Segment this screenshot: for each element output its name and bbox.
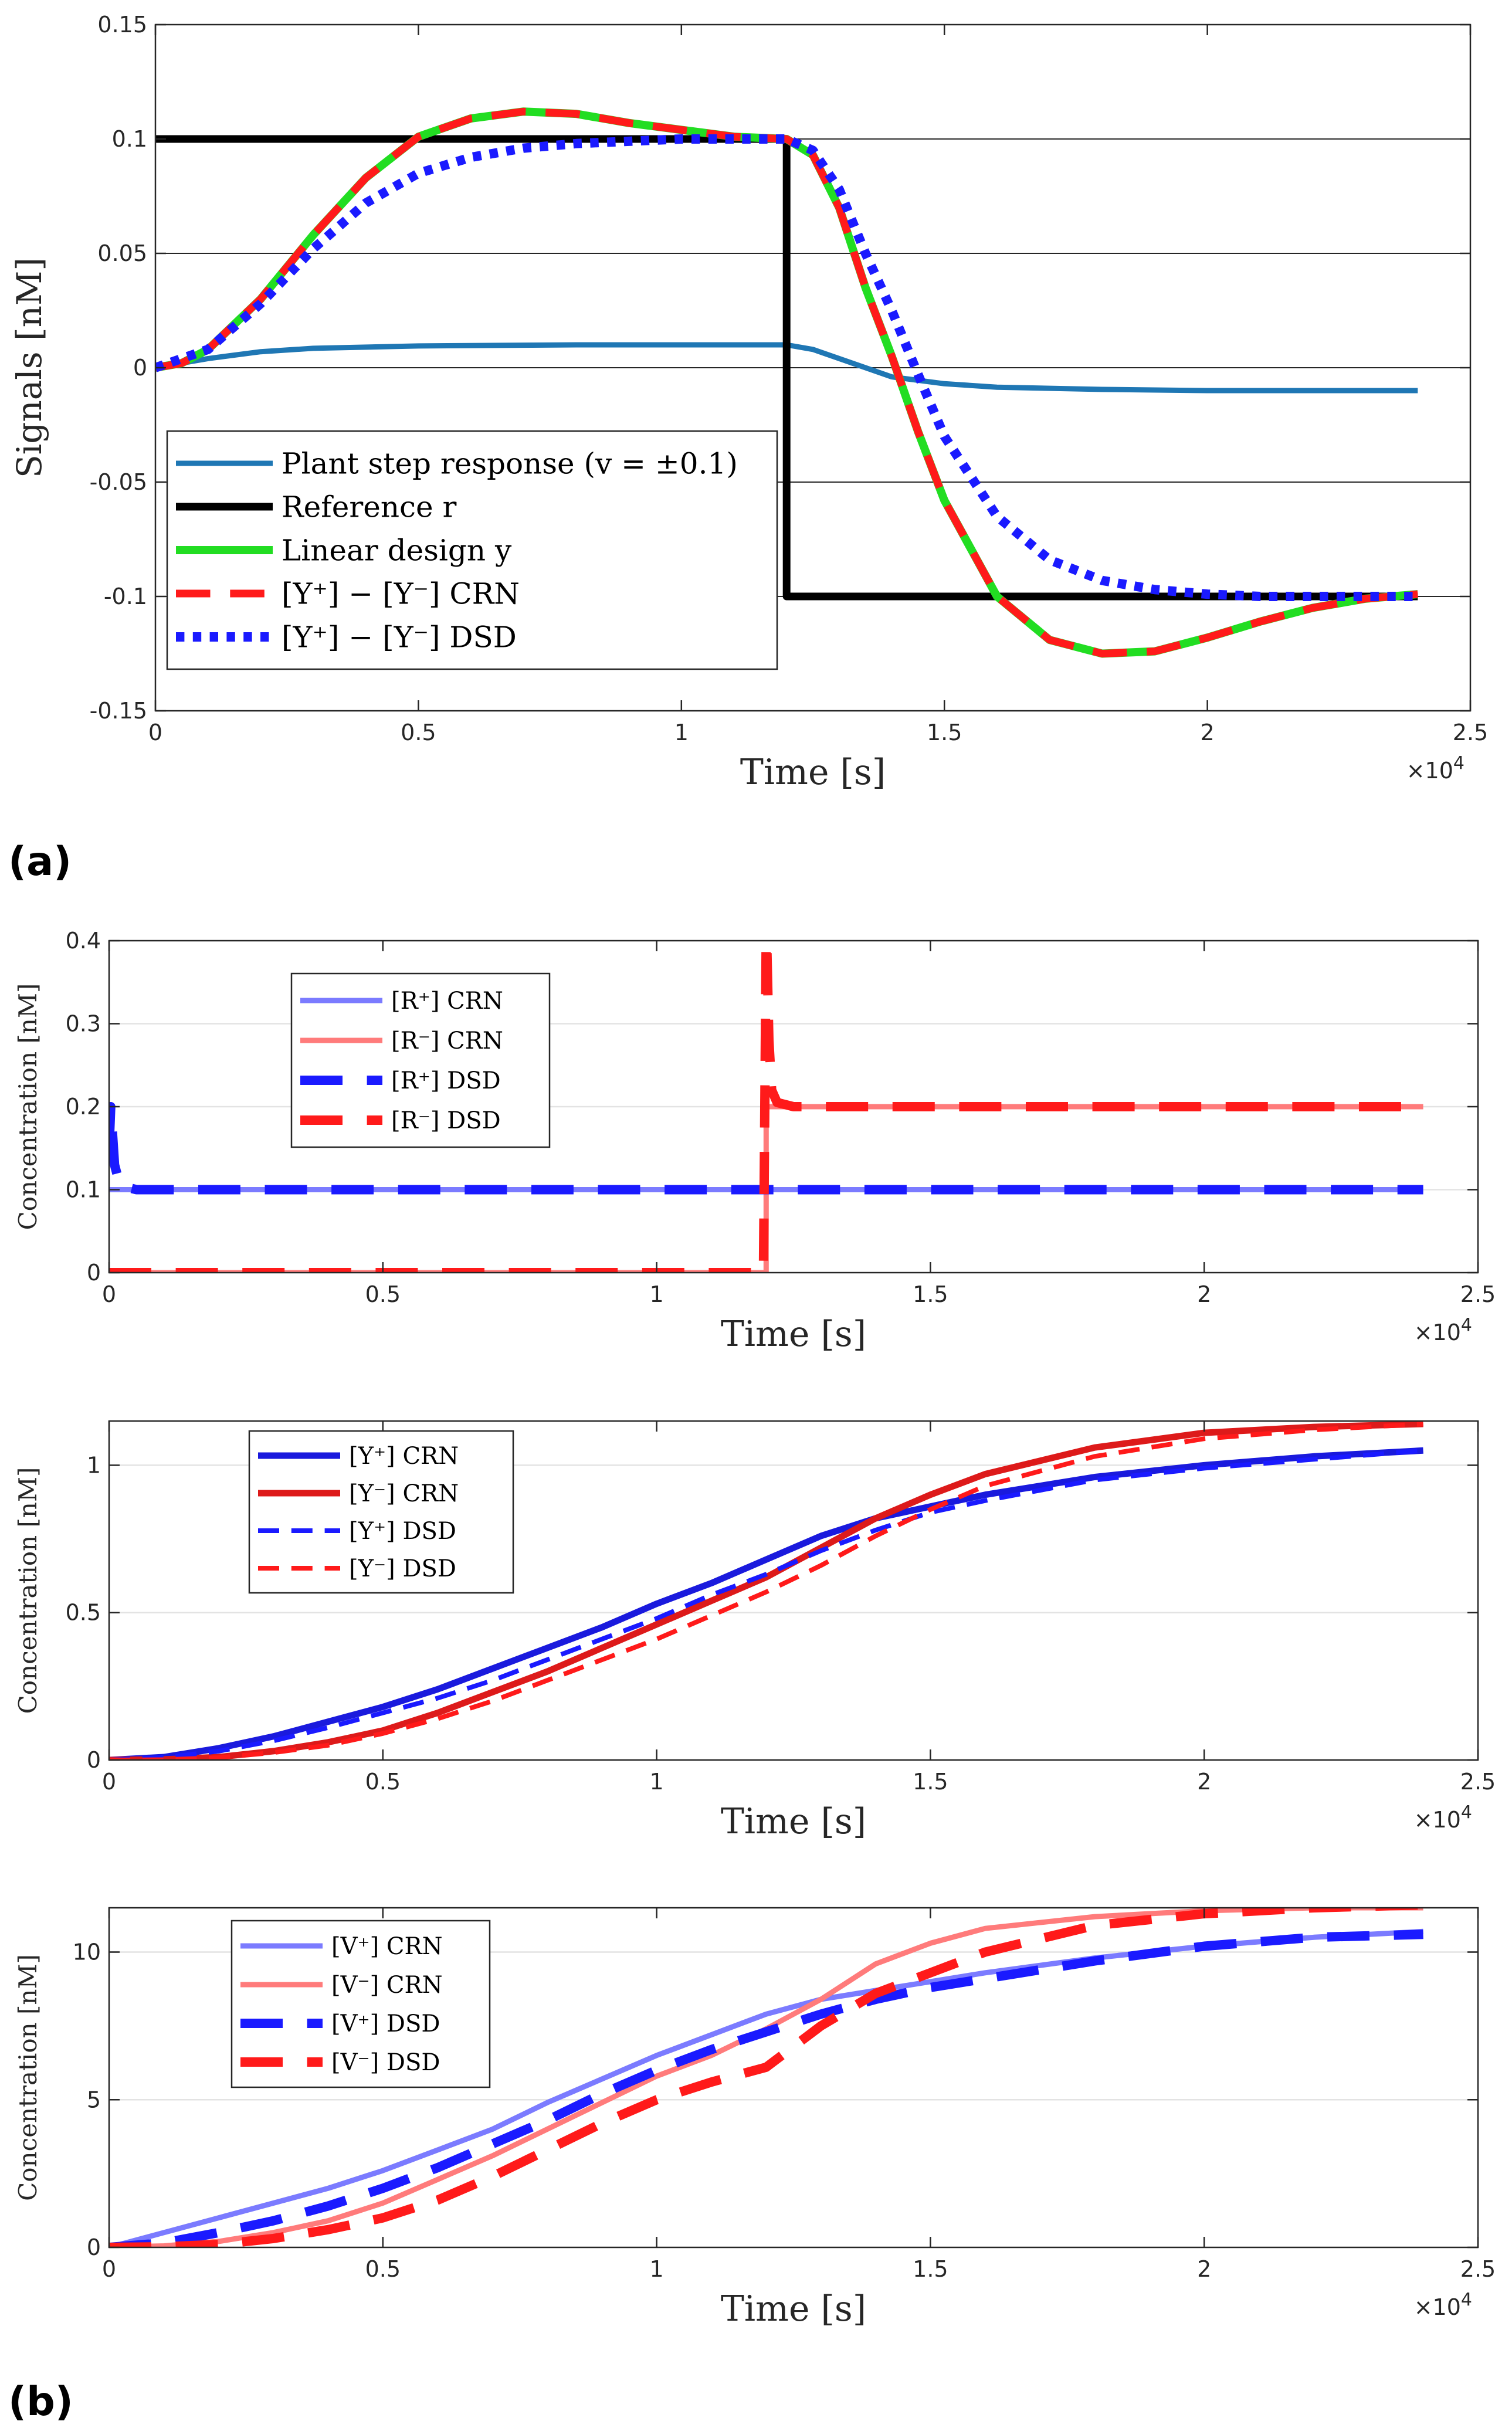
y-tick-label: 0.3 bbox=[66, 1011, 101, 1037]
x-tick-label: 2 bbox=[1197, 1769, 1211, 1795]
x-tick-label: 1 bbox=[650, 2256, 664, 2282]
y-tick-label: 0 bbox=[87, 2234, 101, 2260]
x-tick-label: 1.5 bbox=[913, 1769, 948, 1795]
x-tick-label: 0 bbox=[148, 720, 162, 745]
x-tick-label: 2 bbox=[1197, 1281, 1211, 1307]
y-tick-label: 0.15 bbox=[97, 12, 147, 38]
legend-label-4: [V⁻] DSD bbox=[331, 2049, 440, 2076]
y-axis-label: Signals [nM] bbox=[9, 257, 49, 478]
x-tick-label: 0 bbox=[102, 1281, 116, 1307]
x-multiplier: ×104 bbox=[1414, 1802, 1472, 1833]
series-line-3 bbox=[109, 1448, 1423, 1760]
series-group bbox=[155, 107, 1418, 658]
x-tick-label: 0 bbox=[102, 2256, 116, 2282]
legend-label-3: Linear design y bbox=[282, 534, 512, 568]
axes-box bbox=[108, 1420, 1479, 1761]
x-tick-label: 2.5 bbox=[1453, 720, 1488, 745]
y-tick-label: 0 bbox=[87, 1260, 101, 1286]
y-axis-label: Concentration [nM] bbox=[13, 1467, 42, 1714]
legend-label-2: [R⁻] CRN bbox=[391, 1028, 503, 1054]
panel-b-label: (b) bbox=[8, 2379, 73, 2425]
legend-label-2: Reference r bbox=[282, 490, 457, 524]
legend-label-4: [R⁻] DSD bbox=[391, 1107, 501, 1134]
series-line-4 bbox=[109, 1908, 1423, 2247]
y-tick-label: -0.1 bbox=[104, 584, 147, 609]
x-multiplier: ×104 bbox=[1414, 2290, 1472, 2320]
x-tick-label: 1.5 bbox=[913, 2256, 948, 2282]
legend-label-5: [Y⁺] − [Y⁻] DSD bbox=[282, 620, 517, 655]
x-tick-label: 1.5 bbox=[913, 1281, 948, 1307]
y-tick-label: -0.05 bbox=[90, 469, 147, 495]
legend-label-3: [R⁺] DSD bbox=[391, 1067, 501, 1094]
legend-label-4: [Y⁺] − [Y⁻] CRN bbox=[282, 577, 520, 611]
x-tick-label: 2 bbox=[1201, 720, 1215, 745]
x-tick-label: 0.5 bbox=[365, 2256, 401, 2282]
y-tick-label: 0.1 bbox=[112, 126, 147, 152]
chart-b1: 0 0.5 1 1.5 2 2.5 0 0.1 0.2 0.3 0.4 Time [s] Concent… bbox=[13, 928, 1496, 1355]
legend-label-2: [Y⁻] CRN bbox=[349, 1480, 459, 1507]
x-tick-label: 0.5 bbox=[401, 720, 436, 745]
x-tick-label: 1 bbox=[650, 1281, 664, 1307]
x-tick-label: 0.5 bbox=[365, 1281, 401, 1307]
chart-b3: 0 0.5 1 1.5 2 2.5 0 5 10 Time [s] Concentration [n… bbox=[13, 1907, 1496, 2329]
x-tick-label: 0.5 bbox=[365, 1769, 401, 1795]
legend-label-1: [R⁺] CRN bbox=[391, 988, 503, 1015]
series-group bbox=[109, 1421, 1423, 1760]
legend-label-1: Plant step response (v = ±0.1) bbox=[282, 447, 738, 481]
y-tick-label: 0.1 bbox=[66, 1177, 101, 1203]
x-tick-label: 1.5 bbox=[927, 720, 962, 745]
panel-a-label: (a) bbox=[8, 839, 72, 885]
x-tick-label: 1 bbox=[650, 1769, 664, 1795]
x-tick-label: 0 bbox=[102, 1769, 116, 1795]
y-tick-label: 5 bbox=[87, 2087, 101, 2112]
legend-label-4: [Y⁻] DSD bbox=[349, 1555, 456, 1582]
series-line-4 bbox=[155, 107, 1418, 657]
x-axis-label: Time [s] bbox=[721, 1801, 866, 1842]
series-line-1 bbox=[155, 342, 1418, 394]
series-group bbox=[109, 1908, 1423, 2247]
series-line-2 bbox=[109, 1908, 1423, 2247]
series-line-1 bbox=[109, 1447, 1423, 1760]
y-tick-label: 0.4 bbox=[66, 928, 101, 954]
legend-label-1: [Y⁺] CRN bbox=[349, 1443, 459, 1470]
x-multiplier: ×104 bbox=[1414, 1315, 1472, 1345]
y-tick-label: 0 bbox=[133, 355, 147, 381]
series-line-2 bbox=[155, 135, 1418, 601]
y-tick-label: 0.2 bbox=[66, 1094, 101, 1120]
y-tick-label: 10 bbox=[73, 1939, 101, 1965]
x-tick-label: 2.5 bbox=[1460, 2256, 1496, 2282]
x-tick-label: 1 bbox=[674, 720, 689, 745]
chart-b2: 0 0.5 1 1.5 2 2.5 0 0.5 1 Time [s] Concentration [… bbox=[13, 1420, 1496, 1842]
y-tick-label: -0.15 bbox=[90, 698, 147, 724]
axes-box bbox=[108, 1907, 1479, 2249]
y-tick-label: 0 bbox=[87, 1747, 101, 1773]
legend-label-2: [V⁻] CRN bbox=[331, 1972, 443, 1999]
x-tick-label: 2.5 bbox=[1460, 1769, 1496, 1795]
y-tick-label: 1 bbox=[87, 1452, 101, 1478]
x-axis-label: Time [s] bbox=[721, 1314, 866, 1355]
series-line-4 bbox=[109, 941, 1423, 1273]
y-axis-label: Concentration [nM] bbox=[13, 1954, 42, 2201]
legend-label-1: [V⁺] CRN bbox=[331, 1933, 443, 1960]
x-tick-label: 2.5 bbox=[1460, 1281, 1496, 1307]
y-tick-label: 0.5 bbox=[66, 1600, 101, 1626]
x-axis-label: Time [s] bbox=[721, 2288, 866, 2329]
x-multiplier: ×104 bbox=[1406, 753, 1464, 784]
legend-label-3: [Y⁺] DSD bbox=[349, 1518, 456, 1545]
legend-label-3: [V⁺] DSD bbox=[331, 2010, 440, 2037]
chart-a: 0 0.5 1 1.5 2 2.5 -0.15 -0.1 -0.05 0 0.05 0.1 0.15 Ti… bbox=[9, 12, 1488, 793]
series-line-1 bbox=[109, 1928, 1423, 2247]
y-tick-label: 0.05 bbox=[97, 240, 147, 266]
x-tick-label: 2 bbox=[1197, 2256, 1211, 2282]
x-axis-label: Time [s] bbox=[740, 752, 886, 793]
y-axis-label: Concentration [nM] bbox=[13, 984, 42, 1230]
series-line-4 bbox=[109, 1422, 1423, 1760]
